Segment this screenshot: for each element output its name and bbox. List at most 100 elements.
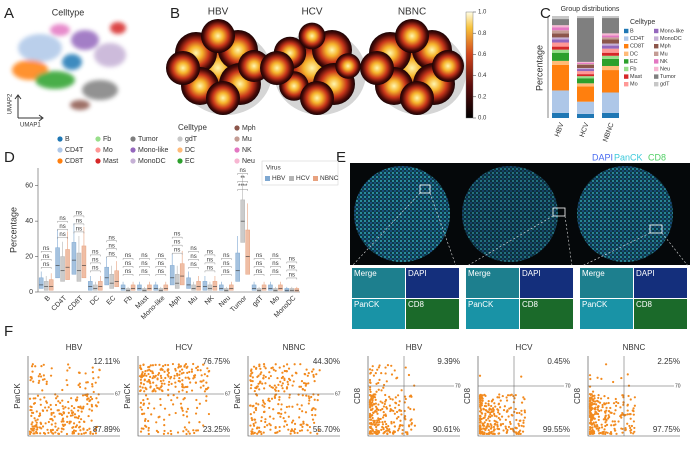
legend-swatch: [95, 158, 101, 164]
bar-segment: [552, 27, 569, 31]
scatter-dot: [601, 403, 604, 407]
scatter-dot: [621, 431, 624, 434]
scatter-dot: [383, 402, 386, 406]
legend-label: CD4T: [630, 36, 645, 42]
scatter-dot: [589, 377, 592, 381]
scatter-dot: [94, 432, 98, 435]
scatter-dot: [200, 374, 203, 377]
scatter-dot: [385, 380, 388, 383]
panel-letter: F: [4, 323, 13, 340]
scatter-dot: [301, 425, 304, 428]
scatter-dot: [278, 366, 281, 369]
scatter-dot: [268, 371, 271, 374]
scatter-dot: [397, 394, 400, 397]
scatter-dot: [394, 406, 397, 409]
scatter-dot: [151, 372, 155, 375]
scatter-dot: [590, 417, 593, 420]
scatter-dot: [180, 368, 184, 371]
scatter-dot: [310, 370, 314, 373]
scatter-dot: [280, 412, 283, 415]
scatter-dot: [498, 396, 501, 399]
bar-segment: [602, 35, 619, 38]
scatter-dot: [593, 423, 596, 427]
bar-segment: [577, 18, 594, 62]
scatter-dot: [143, 390, 146, 393]
scatter-dot: [77, 415, 81, 418]
scatter-dot: [600, 409, 603, 412]
lower-percent: 55.70%: [313, 425, 340, 434]
scatter-dot: [630, 424, 634, 428]
y-tick-label: 0: [29, 289, 33, 296]
scatter-dot: [410, 395, 413, 398]
scatter-dot: [509, 422, 512, 425]
scatter-dot: [404, 418, 407, 421]
scatter-dot: [290, 421, 294, 424]
scatter-dot: [382, 411, 385, 414]
scatter-dot: [40, 365, 43, 368]
bar-segment: [552, 112, 569, 118]
scatter-dot: [95, 425, 99, 429]
scatter-dot: [278, 425, 281, 429]
scatter-dot: [312, 373, 315, 377]
scatter-dot: [389, 397, 392, 400]
box: [38, 277, 44, 289]
sig-label: ns: [158, 261, 164, 267]
scatter-dot: [162, 379, 165, 382]
bar-segment: [602, 33, 619, 36]
scatter-dot: [92, 377, 95, 380]
scatter-dot: [375, 407, 379, 410]
scatter-dot: [274, 369, 277, 372]
scatter-dot: [159, 403, 162, 407]
plot-axes: [247, 356, 340, 437]
scatter-dot: [176, 396, 179, 399]
scatter-dot: [311, 418, 315, 421]
scatter-dot: [146, 397, 149, 401]
density-blob: [166, 51, 200, 85]
scatter-dot: [386, 364, 390, 367]
scatter-dot: [39, 421, 42, 424]
scatter-dot: [374, 402, 377, 405]
scatter-dot: [36, 418, 39, 421]
colorbar-tick-label: 0.2: [478, 94, 487, 100]
scatter-dot: [283, 420, 286, 423]
scatter-dot: [174, 369, 177, 372]
legend-label: Mo: [630, 82, 638, 88]
sig-label: ns: [207, 257, 213, 263]
scatter-dot: [595, 403, 598, 406]
bar-segment: [552, 19, 569, 26]
scatter-dot: [597, 427, 600, 430]
scatter-dot: [162, 418, 166, 421]
legend-label: B: [630, 28, 634, 34]
scatter-dot: [508, 420, 512, 424]
scatter-dot: [307, 372, 310, 375]
scatter-dot: [396, 429, 400, 432]
scatter-dot: [523, 397, 526, 401]
scatter-dot: [255, 427, 259, 430]
scatter-dot: [49, 408, 53, 411]
scatter-dot: [589, 405, 592, 408]
box: [256, 288, 262, 292]
scatter-dot: [160, 367, 163, 370]
legend-label: DC: [630, 51, 638, 57]
y-axis-label: Percentage: [8, 207, 18, 253]
scatter-dot: [293, 428, 297, 431]
scatter-dot: [373, 410, 376, 413]
gate-label: 70: [455, 383, 461, 389]
scatter-dot: [312, 375, 315, 378]
bar-segment: [577, 71, 594, 75]
scatter-dot: [377, 403, 380, 406]
scatter-dot: [619, 415, 622, 418]
scatter-dot: [505, 399, 509, 402]
legend-swatch: [130, 158, 136, 164]
scatter-dot: [492, 425, 496, 429]
scatter-dot: [507, 415, 510, 418]
scatter-dot: [41, 409, 45, 412]
bar-segment: [577, 86, 594, 102]
scatter-dot: [250, 432, 253, 435]
scatter-dot: [609, 430, 613, 434]
lower-percent: 99.55%: [543, 425, 570, 434]
scatter-dot: [262, 363, 266, 366]
scatter-dot: [54, 403, 58, 407]
scatter-dot: [392, 421, 396, 424]
density-blob: [300, 81, 334, 115]
